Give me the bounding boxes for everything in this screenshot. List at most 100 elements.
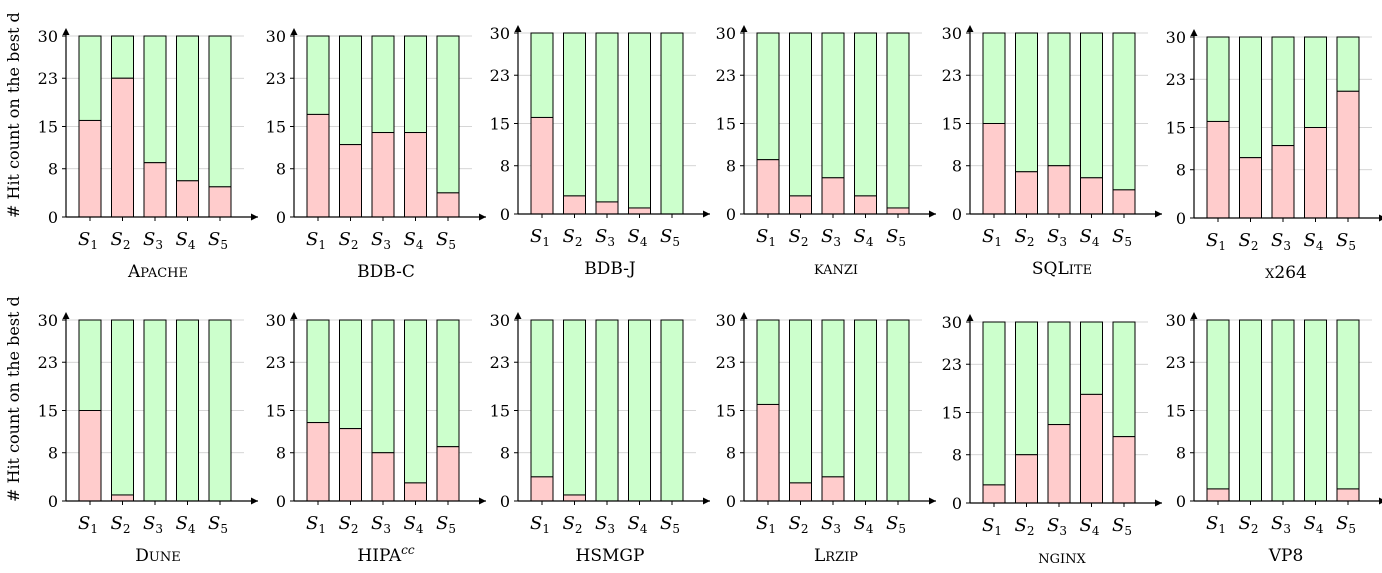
x-tick-label: S1 [756, 513, 776, 536]
y-tick-label: 0 [276, 492, 286, 511]
bar-hit [1206, 36, 1230, 122]
x-axis-arrow [703, 497, 710, 505]
x-tick-label: S4 [1080, 226, 1100, 249]
bar-miss [1271, 145, 1295, 219]
x-tick-label: S3 [143, 229, 163, 252]
bar-miss [595, 201, 619, 215]
bar-miss [789, 482, 812, 502]
x-tick-label: S2 [789, 513, 809, 536]
y-tick-label: 30 [38, 27, 58, 46]
x-tick-label: S1 [1206, 230, 1226, 253]
y-tick-label: 23 [942, 355, 962, 374]
y-tick-label: 23 [716, 66, 736, 85]
y-tick-label: 15 [716, 402, 736, 421]
bar-miss [756, 159, 780, 215]
bar-miss [821, 177, 845, 215]
bar-miss [1239, 157, 1262, 219]
x-tick-label: S2 [1015, 515, 1035, 538]
y-tick-label: 23 [266, 353, 286, 372]
bar-miss [78, 119, 102, 218]
x-tick-label: S5 [886, 226, 906, 249]
chart-panel-4: S1 S2 S3 S4 S5 0 8 15 23 30 KANZI [716, 24, 936, 278]
chart-panel-1: S1 S2 S3 S4 S5 0 8 15 23 30 APACHE [38, 27, 258, 282]
bar-hit [789, 319, 812, 484]
y-axis-arrow [62, 28, 70, 35]
bar-hit [339, 319, 362, 430]
x-tick-label: S4 [404, 229, 424, 252]
x-axis-arrow [1379, 497, 1382, 505]
bar-miss [339, 428, 362, 502]
x-tick-label: S3 [1047, 226, 1067, 249]
y-axis-arrow [740, 312, 748, 319]
bar-hit [1112, 321, 1136, 438]
panel-title: SQLITE [1032, 259, 1092, 279]
bar-miss [563, 195, 586, 215]
bar-hit [982, 321, 1006, 486]
panel-title: X264 [1265, 263, 1307, 283]
bar-hit [111, 319, 134, 496]
x-tick-label: S2 [111, 513, 131, 536]
x-tick-label: S5 [1336, 230, 1356, 253]
y-tick-label: 0 [726, 205, 736, 224]
x-tick-label: S5 [660, 226, 680, 249]
x-tick-label: S5 [886, 513, 906, 536]
x-tick-label: S5 [436, 513, 456, 536]
bar-hit [756, 319, 780, 405]
bar-hit [1239, 319, 1262, 502]
y-tick-label: 30 [490, 24, 510, 43]
x-tick-label: S1 [78, 513, 98, 536]
bar-hit [208, 35, 232, 188]
bar-miss [371, 132, 395, 218]
bar-hit [1047, 321, 1071, 426]
y-tick-label: 0 [952, 205, 962, 224]
bar-hit [176, 35, 199, 182]
panel-title: DUNE [135, 546, 180, 566]
bar-miss [982, 484, 1006, 504]
y-axis-title-text: # Hit count on the best d [4, 12, 23, 218]
x-tick-label: S1 [78, 229, 98, 252]
y-tick-label: 8 [48, 444, 58, 463]
y-tick-label: 30 [716, 24, 736, 43]
x-tick-label: S3 [821, 226, 841, 249]
bar-hit [530, 32, 554, 118]
y-tick-label: 8 [500, 157, 510, 176]
bar-miss [1015, 171, 1038, 215]
y-tick-label: 8 [952, 157, 962, 176]
bar-miss [143, 162, 167, 218]
x-tick-label: S2 [1239, 513, 1259, 536]
y-tick-label: 30 [266, 311, 286, 330]
y-axis-title-top: # Hit count on the best d [4, 12, 23, 218]
y-tick-label: 8 [726, 444, 736, 463]
bar-hit [306, 319, 330, 424]
y-tick-label: 30 [942, 313, 962, 332]
x-tick-label: S5 [436, 229, 456, 252]
y-tick-label: 23 [716, 353, 736, 372]
y-tick-label: 30 [490, 311, 510, 330]
y-axis-arrow [290, 312, 298, 319]
y-tick-label: 23 [1166, 353, 1186, 372]
y-tick-label: 30 [942, 24, 962, 43]
y-axis-arrow [514, 25, 522, 32]
x-axis-arrow [479, 213, 486, 221]
x-tick-label: S3 [371, 513, 391, 536]
x-tick-label: S3 [1271, 230, 1291, 253]
chart-panel-11: S1 S2 S3 S4 S5 0 8 15 23 30 NGINX [942, 313, 1162, 567]
x-tick-label: S1 [306, 513, 326, 536]
bar-hit [660, 32, 684, 215]
x-tick-label: S4 [404, 513, 424, 536]
bar-hit [143, 319, 167, 502]
x-tick-label: S3 [595, 513, 615, 536]
bar-miss [628, 207, 651, 215]
x-tick-label: S2 [1239, 230, 1259, 253]
panel-title: VP8 [1268, 546, 1304, 566]
chart-panel-9: S1 S2 S3 S4 S5 0 8 15 23 30 HSMGP [490, 311, 710, 566]
bar-hit [1271, 36, 1295, 147]
x-tick-label: S3 [595, 226, 615, 249]
y-axis-arrow [1190, 29, 1198, 36]
chart-panel-5: S1 S2 S3 S4 S5 0 8 15 23 30 SQLITE [942, 24, 1162, 279]
y-tick-label: 23 [38, 69, 58, 88]
bar-hit [530, 319, 554, 478]
bar-hit [982, 32, 1006, 124]
